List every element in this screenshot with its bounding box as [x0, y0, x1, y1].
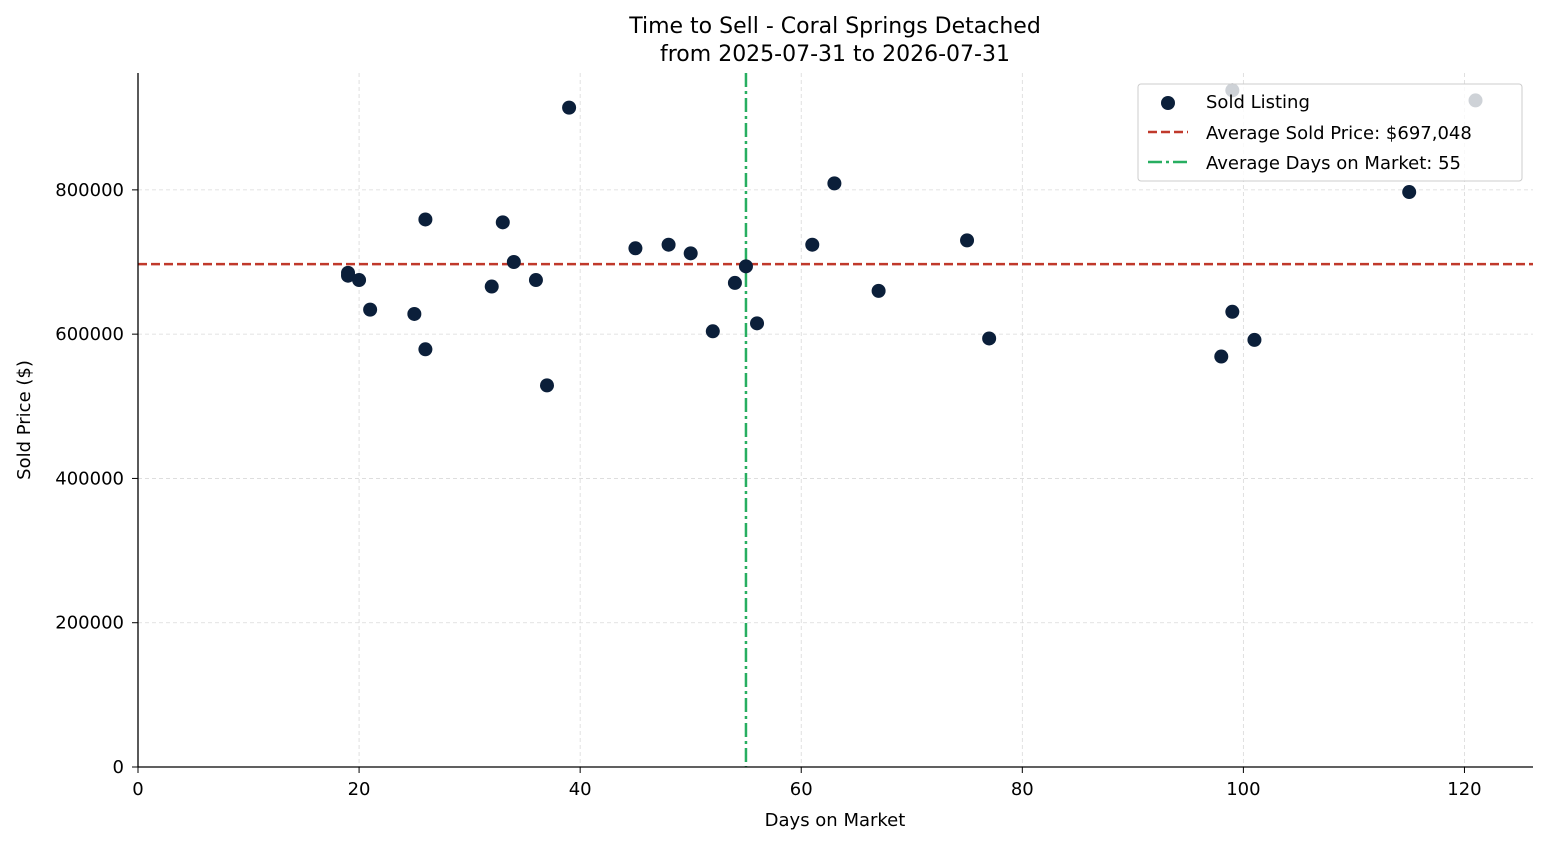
legend-label-avg-days: Average Days on Market: 55 — [1206, 153, 1461, 174]
sold-listing-point — [562, 100, 577, 115]
sold-listing-point — [418, 212, 433, 227]
y-axis-ticks: 0 200000 400000 600000 800000 — [55, 180, 138, 778]
x-tick-label: 40 — [569, 779, 592, 800]
legend-marker-sold-listing — [1161, 96, 1175, 110]
y-tick-label: 400000 — [55, 468, 124, 489]
sold-listing-point — [495, 215, 510, 230]
y-axis-label: Sold Price ($) — [14, 360, 35, 480]
sold-listing-point — [418, 342, 433, 357]
x-axis-label: Days on Market — [765, 810, 906, 831]
sold-listing-point — [871, 283, 886, 298]
legend-label-sold-listing: Sold Listing — [1206, 92, 1310, 113]
sold-listing-point — [341, 268, 356, 283]
x-tick-label: 120 — [1447, 779, 1481, 800]
sold-listing-point — [506, 255, 521, 270]
sold-listing-point — [539, 378, 554, 393]
sold-listing-point — [363, 302, 378, 317]
sold-listing-point — [1225, 304, 1240, 319]
sold-listing-point — [960, 233, 975, 248]
sold-listing-point — [1402, 185, 1417, 200]
sold-listing-point — [805, 237, 820, 252]
x-tick-label: 0 — [132, 779, 143, 800]
sold-listing-point — [727, 275, 742, 290]
chart-subtitle: from 2025-07-31 to 2026-07-31 — [660, 42, 1010, 67]
sold-listing-point — [407, 306, 422, 321]
y-tick-label: 800000 — [55, 180, 124, 201]
sold-listing-point — [705, 324, 720, 339]
sold-listing-point — [628, 241, 643, 256]
sold-listing-point — [484, 279, 499, 294]
legend-box — [1137, 83, 1523, 182]
sold-listing-point — [683, 246, 698, 261]
chart-title: Time to Sell - Coral Springs Detached — [628, 14, 1041, 39]
sold-listing-point — [1247, 332, 1262, 347]
x-tick-label: 80 — [1011, 779, 1034, 800]
average-lines — [138, 73, 1533, 767]
sold-listing-point — [827, 176, 842, 191]
x-tick-label: 100 — [1226, 779, 1260, 800]
y-tick-label: 200000 — [55, 613, 124, 634]
y-tick-label: 600000 — [55, 324, 124, 345]
sold-listing-point — [352, 273, 367, 288]
y-tick-label: 0 — [113, 757, 124, 778]
x-tick-label: 60 — [790, 779, 813, 800]
sold-listing-point — [738, 259, 753, 274]
sold-listing-point — [982, 331, 997, 346]
sold-listing-point — [661, 237, 676, 252]
legend-label-avg-price: Average Sold Price: $697,048 — [1206, 123, 1472, 144]
x-tick-label: 20 — [348, 779, 371, 800]
axes — [137, 73, 1533, 768]
sold-listing-point — [750, 316, 765, 331]
legend: Sold Listing Average Sold Price: $697,04… — [1137, 83, 1523, 182]
sold-listing-point — [1214, 349, 1229, 364]
sold-listing-point — [528, 273, 543, 288]
x-axis-ticks: 0 20 40 60 80 100 120 — [132, 767, 1482, 800]
